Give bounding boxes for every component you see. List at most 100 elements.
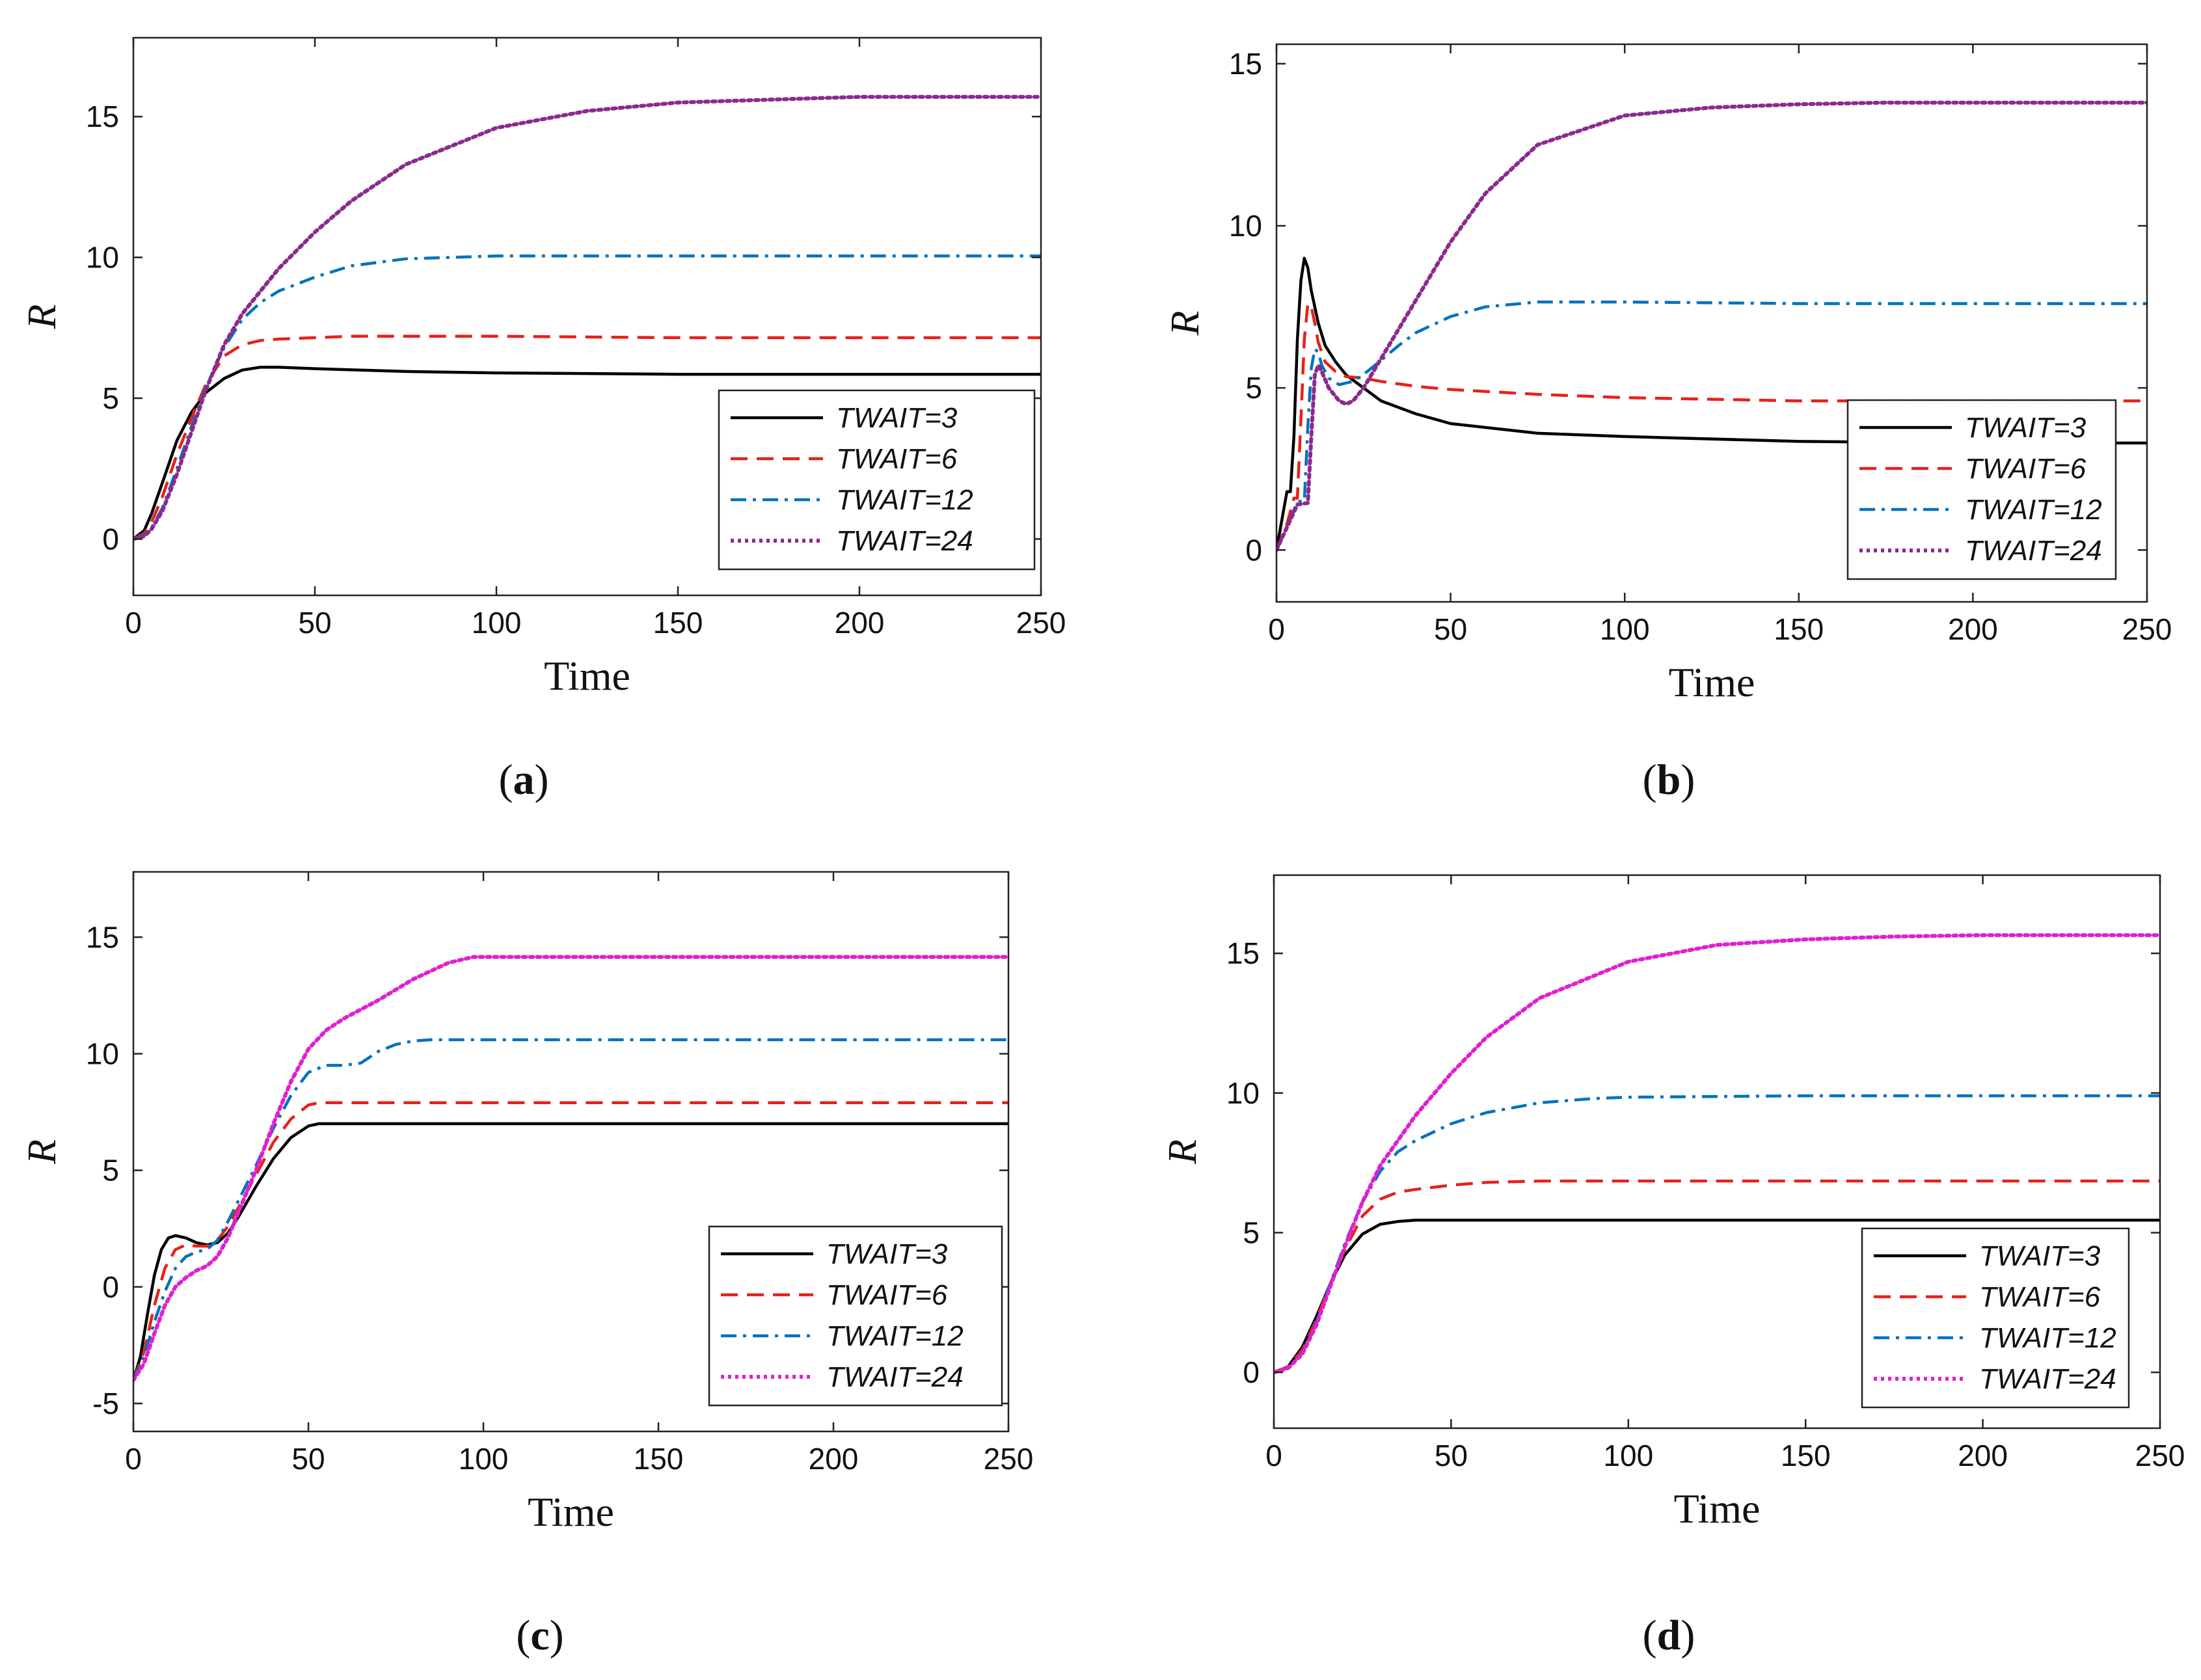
series-group bbox=[1276, 100, 2147, 552]
legend: TWAIT=3 TWAIT=6 TWAIT=12 TWAIT=24 bbox=[1861, 1227, 2130, 1409]
x-tick-label: 100 bbox=[472, 606, 522, 640]
y-axis-label: R bbox=[1163, 311, 1208, 336]
legend-box bbox=[1861, 1227, 2130, 1409]
x-tick-label: 150 bbox=[653, 606, 703, 640]
series-line-twait-6 bbox=[133, 334, 1041, 541]
legend: TWAIT=3 TWAIT=6 TWAIT=12 TWAIT=24 bbox=[708, 1225, 1003, 1407]
legend-label: TWAIT=3 bbox=[836, 402, 958, 434]
chart-panel-c: 0 50 100 150 200 250-5051015TimeRTWAIT=3TWAIT… bbox=[20, 871, 1034, 1659]
y-tick-label: 10 bbox=[1229, 209, 1262, 243]
x-tick-label: 200 bbox=[809, 1442, 859, 1476]
y-tick-label: 15 bbox=[86, 920, 119, 954]
x-tick-label: 250 bbox=[2135, 1439, 2185, 1472]
y-tick-label: 0 bbox=[102, 1270, 119, 1304]
y-tick-label: 15 bbox=[1226, 936, 1260, 970]
y-tick-label: 5 bbox=[102, 1154, 119, 1187]
y-tick-label: 0 bbox=[1243, 1355, 1260, 1389]
x-tick-label: 200 bbox=[1948, 612, 1998, 646]
x-axis-label: Time bbox=[1674, 1485, 1761, 1532]
panel-label: (a) bbox=[499, 756, 549, 804]
chart-panel-a: 0 50 100 150 200 250 0 5 10 15 Time R TWAIT=3 TWAIT=6… bbox=[20, 36, 1066, 804]
y-tick-label: 10 bbox=[86, 1037, 119, 1071]
legend-label: TWAIT=24 bbox=[826, 1361, 964, 1393]
y-tick-label: 10 bbox=[1226, 1076, 1260, 1110]
legend-label: TWAIT=12 bbox=[1979, 1322, 2116, 1354]
panel-label-paren-close: ) bbox=[550, 1612, 564, 1659]
series-line-twait-24 bbox=[1274, 933, 2160, 1375]
series-line-twait-3 bbox=[133, 366, 1041, 541]
legend-label: TWAIT=24 bbox=[1965, 535, 2102, 567]
legend-label: TWAIT=24 bbox=[1979, 1363, 2116, 1395]
legend-label: TWAIT=3 bbox=[1965, 412, 2086, 444]
x-tick-label: 250 bbox=[1016, 606, 1066, 640]
axes-frame bbox=[1275, 43, 2148, 603]
legend-label: TWAIT=6 bbox=[836, 443, 958, 475]
x-axis-label: Time bbox=[528, 1489, 614, 1535]
y-tick-label: -5 bbox=[92, 1387, 119, 1420]
panel-label-paren-close: ) bbox=[1681, 1612, 1695, 1659]
legend: TWAIT=3 TWAIT=6 TWAIT=12 TWAIT=24 bbox=[718, 389, 1036, 571]
legend: TWAIT=3 TWAIT=6 TWAIT=12 TWAIT=24 bbox=[1846, 399, 2117, 580]
panel-label-paren-close: ) bbox=[1681, 756, 1695, 804]
chart-panel-d: 0 50 100 150 200 250 0 5 10 15 Time R TWAIT=3 TWAIT=6… bbox=[1161, 874, 2185, 1659]
series-line-twait-24 bbox=[133, 94, 1041, 541]
y-tick-label: 5 bbox=[102, 381, 119, 415]
y-tick-label: 5 bbox=[1243, 1215, 1260, 1249]
y-tick-label: 5 bbox=[1245, 371, 1262, 405]
panel-label: (c) bbox=[516, 1612, 563, 1659]
x-axis-label: Time bbox=[1669, 659, 1755, 705]
y-tick-label: 0 bbox=[102, 522, 119, 556]
legend-label: TWAIT=12 bbox=[826, 1320, 964, 1352]
legend-label: TWAIT=6 bbox=[1965, 453, 2086, 485]
y-tick-label: 0 bbox=[1245, 533, 1262, 567]
x-tick-label: 50 bbox=[291, 1442, 325, 1476]
x-tick-label: 50 bbox=[1435, 1439, 1468, 1472]
legend-label: TWAIT=12 bbox=[836, 484, 973, 516]
x-tick-label: 50 bbox=[298, 606, 331, 640]
panel-label-paren-open: ( bbox=[1643, 756, 1657, 804]
x-tick-label: 250 bbox=[984, 1442, 1034, 1476]
axes-frame bbox=[132, 871, 1010, 1433]
x-tick-label: 0 bbox=[125, 1442, 142, 1476]
x-tick-label: 100 bbox=[459, 1442, 509, 1476]
axes-frame bbox=[1273, 874, 2161, 1429]
legend-label: TWAIT=12 bbox=[1965, 494, 2102, 526]
axes-frame bbox=[132, 36, 1042, 597]
series-line-twait-12 bbox=[133, 1038, 1008, 1381]
panel-label: (d) bbox=[1643, 1612, 1695, 1659]
x-tick-label: 250 bbox=[2122, 612, 2172, 646]
legend-label: TWAIT=3 bbox=[826, 1238, 948, 1270]
series-group bbox=[133, 955, 1008, 1383]
x-tick-label: 100 bbox=[1603, 1439, 1653, 1472]
x-tick-label: 200 bbox=[1958, 1439, 2008, 1472]
y-axis-label: R bbox=[20, 1139, 64, 1165]
x-tick-label: 100 bbox=[1600, 612, 1650, 646]
series-line-twait-24 bbox=[133, 955, 1008, 1383]
panel-label-letter: b bbox=[1657, 756, 1681, 804]
y-tick-label: 15 bbox=[1229, 47, 1262, 81]
legend-label: TWAIT=24 bbox=[836, 525, 973, 557]
x-tick-label: 0 bbox=[1268, 612, 1285, 646]
panel-label: (b) bbox=[1643, 756, 1695, 804]
series-line-twait-12 bbox=[1276, 300, 2147, 551]
y-axis-label: R bbox=[1161, 1139, 1205, 1165]
legend-label: TWAIT=3 bbox=[1979, 1240, 2101, 1272]
panel-label-paren-open: ( bbox=[499, 756, 513, 804]
x-tick-label: 50 bbox=[1434, 612, 1467, 646]
legend-label: TWAIT=6 bbox=[826, 1279, 948, 1311]
x-tick-label: 0 bbox=[125, 606, 142, 640]
x-tick-label: 200 bbox=[835, 606, 885, 640]
x-tick-label: 150 bbox=[1781, 1439, 1831, 1472]
y-tick-label: 15 bbox=[86, 100, 119, 133]
y-axis-label: R bbox=[20, 305, 64, 330]
x-tick-label: 150 bbox=[1774, 612, 1824, 646]
panel-label-letter: d bbox=[1657, 1612, 1681, 1659]
x-tick-label: 0 bbox=[1265, 1439, 1282, 1472]
series-line-twait-24 bbox=[1276, 100, 2147, 552]
panel-label-paren-open: ( bbox=[1643, 1612, 1657, 1659]
legend-box bbox=[1846, 399, 2117, 580]
x-axis-label: Time bbox=[544, 653, 630, 699]
series-group bbox=[133, 94, 1041, 541]
